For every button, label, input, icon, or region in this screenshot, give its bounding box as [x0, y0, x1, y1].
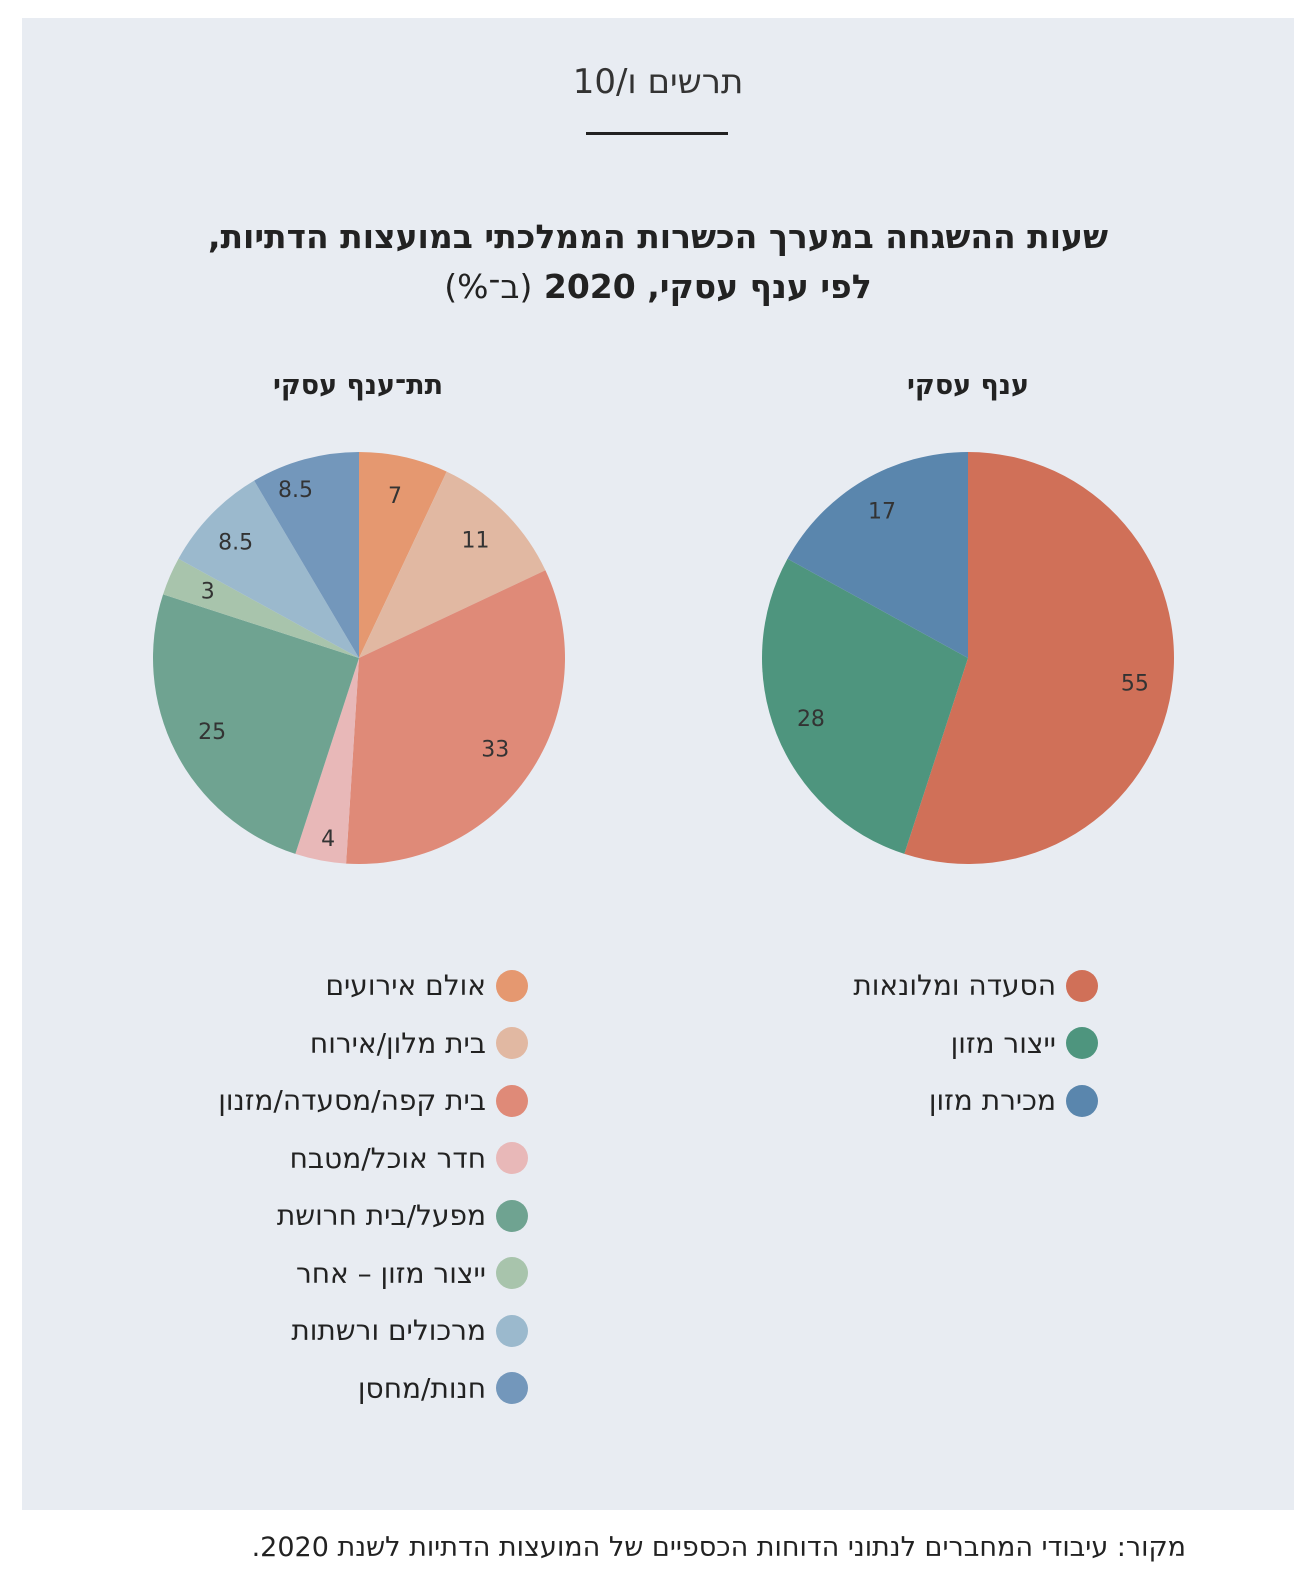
legend-branch-item-1: ייצור מזון — [853, 1015, 1098, 1073]
pie-branch-value-label-1: 28 — [797, 707, 825, 732]
legend-branch-item-2: מכירת מזון — [853, 1072, 1098, 1130]
legend-label: מפעל/בית חרושת — [276, 1199, 486, 1233]
legend-branch: הסעדה ומלונאות ייצור מזון מכירת מזון — [853, 957, 1098, 1130]
legend-label: ייצור מזון — [950, 1026, 1056, 1060]
legend-label: אולם אירועים — [325, 969, 486, 1003]
pie-branch-slice-2 — [787, 452, 968, 658]
figure-label: תרשים ו/10 — [572, 62, 744, 102]
legend-label: ייצור מזון – אחר — [295, 1256, 486, 1290]
legend-subbranch-item-3: חדר אוכל/מטבח — [218, 1130, 528, 1188]
figure-label-rule — [586, 132, 728, 135]
pie-subbranch-slice-1 — [359, 471, 546, 658]
legend-swatch — [496, 1084, 528, 1117]
legend-swatch — [496, 1314, 528, 1347]
legend-swatch — [1066, 969, 1098, 1002]
pie-subbranch-value-label-2: 33 — [481, 738, 509, 763]
legend-label: מכירת מזון — [928, 1084, 1056, 1118]
legend-label: חדר אוכל/מטבח — [289, 1141, 486, 1175]
legend-subbranch-item-1: בית מלון/אירוח — [218, 1015, 528, 1073]
legend-swatch — [496, 969, 528, 1002]
source-note: מקור: עיבודי המחברים לנתוני הדוחות הכספי… — [251, 1532, 1186, 1563]
legend-label: בית קפה/מסעדה/מזנון — [218, 1084, 486, 1118]
pie-subbranch-value-label-6: 8.5 — [218, 530, 253, 555]
pie-title-subbranch: תת־ענף עסקי — [272, 370, 444, 401]
legend-label: הסעדה ומלונאות — [853, 969, 1056, 1003]
pie-title-branch: ענף עסקי — [906, 370, 1029, 401]
legend-subbranch-item-0: אולם אירועים — [218, 957, 528, 1015]
legend-swatch — [496, 1199, 528, 1232]
legend-subbranch-item-5: ייצור מזון – אחר — [218, 1245, 528, 1303]
pie-subbranch-value-label-4: 25 — [198, 720, 226, 745]
pie-subbranch-value-label-3: 4 — [321, 827, 335, 852]
legend-swatch — [496, 1142, 528, 1175]
legend-subbranch-item-4: מפעל/בית חרושת — [218, 1187, 528, 1245]
pie-branch-value-label-0: 55 — [1121, 671, 1149, 696]
legend-swatch — [1066, 1084, 1098, 1117]
pie-subbranch-slice-4 — [153, 594, 359, 854]
legend-label: מרכולים ורשתות — [291, 1314, 486, 1348]
pie-subbranch-value-label-7: 8.5 — [278, 478, 313, 503]
title-line-2: לפי ענף עסקי, 2020 (ב־%) — [80, 262, 1236, 312]
legend-label: חנות/מחסן — [357, 1371, 486, 1405]
legend-subbranch-item-2: בית קפה/מסעדה/מזנון — [218, 1072, 528, 1130]
pie-subbranch-slice-3 — [295, 658, 359, 864]
pie-subbranch-slice-5 — [163, 558, 359, 658]
legend-swatch — [496, 1257, 528, 1290]
legend-swatch — [496, 1372, 528, 1405]
pie-branch-slice-1 — [762, 558, 968, 854]
pie-subbranch-value-label-0: 7 — [388, 484, 402, 509]
legend-subbranch: אולם אירועים בית מלון/אירוח בית קפה/מסעדה/… — [218, 957, 528, 1417]
pie-subbranch-slice-2 — [346, 570, 565, 864]
pie-subbranch-slice-7 — [254, 452, 359, 658]
pie-subbranch-value-label-1: 11 — [462, 528, 490, 553]
legend-branch-item-0: הסעדה ומלונאות — [853, 957, 1098, 1015]
chart-title: שעות ההשגחה במערך הכשרות הממלכתי במועצות… — [80, 212, 1236, 312]
pie-branch-slice-0 — [904, 452, 1175, 864]
legend-subbranch-item-6: מרכולים ורשתות — [218, 1302, 528, 1360]
pie-subbranch-value-label-5: 3 — [201, 580, 215, 605]
title-line-2-text: לפי ענף עסקי, 2020 — [543, 267, 872, 306]
pie-branch-value-label-2: 17 — [868, 500, 896, 525]
legend-swatch — [1066, 1027, 1098, 1060]
legend-label: בית מלון/אירוח — [309, 1026, 486, 1060]
legend-swatch — [496, 1027, 528, 1060]
pie-subbranch-slice-0 — [359, 452, 447, 658]
title-line-1: שעות ההשגחה במערך הכשרות הממלכתי במועצות… — [207, 217, 1109, 256]
pie-subbranch-slice-6 — [178, 480, 359, 658]
legend-subbranch-item-7: חנות/מחסן — [218, 1360, 528, 1418]
title-unit: (ב־%) — [444, 267, 533, 306]
